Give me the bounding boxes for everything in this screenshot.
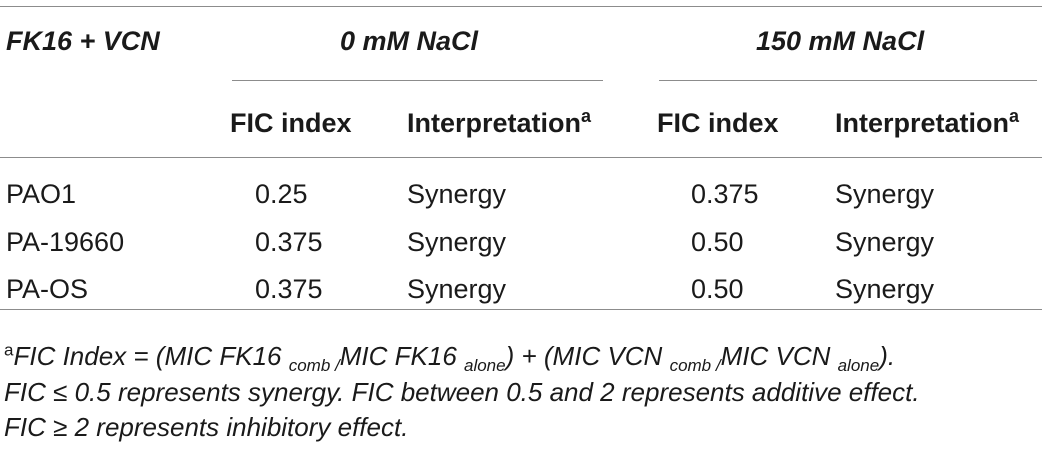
row-strain: PA-19660 bbox=[6, 227, 125, 257]
row-strain: PA-OS bbox=[6, 274, 89, 304]
subheader-fic-index-0mm: FIC index bbox=[230, 108, 352, 138]
corner-label: FK16 + VCN bbox=[6, 26, 160, 56]
row-fic-150mm: 0.50 bbox=[691, 274, 744, 304]
table-bottom-rule bbox=[0, 309, 1042, 310]
group-rule-150mm bbox=[659, 80, 1037, 81]
row-interpretation-150mm: Synergy bbox=[835, 179, 935, 209]
group-rule-0mm bbox=[232, 80, 603, 81]
subheader-interpretation-0mm: Interpretationa bbox=[407, 106, 592, 138]
group-header-150mm: 150 mM NaCl bbox=[756, 26, 925, 56]
row-interpretation-0mm: Synergy bbox=[407, 179, 507, 209]
footnote-line-1: aFIC Index = (MIC FK16 comb /MIC FK16 al… bbox=[4, 340, 896, 376]
top-rule bbox=[0, 6, 1042, 7]
footnote-marker: a bbox=[1009, 106, 1020, 126]
row-interpretation-150mm: Synergy bbox=[835, 227, 935, 257]
row-interpretation-0mm: Synergy bbox=[407, 274, 507, 304]
row-fic-0mm: 0.25 bbox=[255, 179, 308, 209]
header-bottom-rule bbox=[0, 157, 1042, 158]
row-fic-150mm: 0.375 bbox=[691, 179, 759, 209]
footnote-line-3: FIC ≥ 2 represents inhibitory effect. bbox=[4, 412, 409, 442]
row-strain: PAO1 bbox=[6, 179, 77, 209]
footnote-line-2: FIC ≤ 0.5 represents synergy. FIC betwee… bbox=[4, 377, 920, 407]
row-interpretation-0mm: Synergy bbox=[407, 227, 507, 257]
group-header-0mm: 0 mM NaCl bbox=[340, 26, 479, 56]
subheader-fic-index-150mm: FIC index bbox=[657, 108, 779, 138]
row-fic-0mm: 0.375 bbox=[255, 274, 323, 304]
footnote-marker: a bbox=[4, 340, 14, 360]
row-fic-150mm: 0.50 bbox=[691, 227, 744, 257]
subheader-interpretation-150mm: Interpretationa bbox=[835, 106, 1020, 138]
row-interpretation-150mm: Synergy bbox=[835, 274, 935, 304]
row-fic-0mm: 0.375 bbox=[255, 227, 323, 257]
footnote-marker: a bbox=[581, 106, 592, 126]
